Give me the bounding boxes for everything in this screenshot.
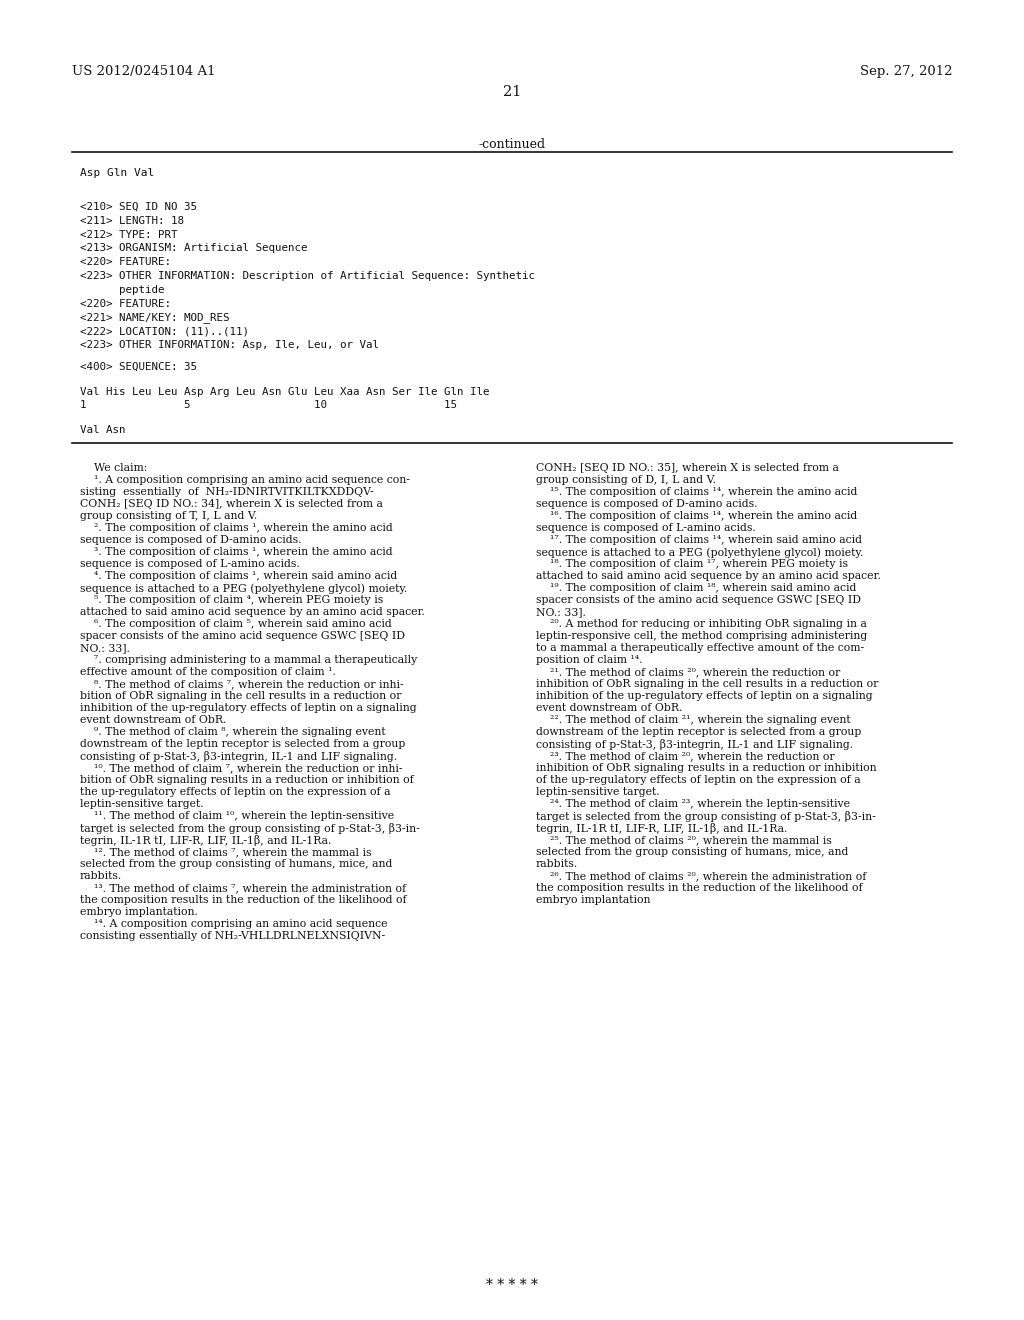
Text: sisting  essentially  of  NH₂-IDNIRTVITKILTKXDDQV-: sisting essentially of NH₂-IDNIRTVITKILT… [80,487,374,498]
Text: ¹⁷. The composition of claims ¹⁴, wherein said amino acid: ¹⁷. The composition of claims ¹⁴, wherei… [536,535,862,545]
Text: tegrin, IL-1R tI, LIF-R, LIF, IL-1β, and IL-1Ra.: tegrin, IL-1R tI, LIF-R, LIF, IL-1β, and… [80,836,332,846]
Text: to a mammal a therapeutically effective amount of the com-: to a mammal a therapeutically effective … [536,643,864,653]
Text: rabbits.: rabbits. [80,871,122,882]
Text: ¹⁰. The method of claim ⁷, wherein the reduction or inhi-: ¹⁰. The method of claim ⁷, wherein the r… [80,763,402,774]
Text: group consisting of T, I, L and V.: group consisting of T, I, L and V. [80,511,257,521]
Text: NO.: 33].: NO.: 33]. [536,607,586,618]
Text: sequence is attached to a PEG (polyethylene glycol) moiety.: sequence is attached to a PEG (polyethyl… [536,548,863,558]
Text: <213> ORGANISM: Artificial Sequence: <213> ORGANISM: Artificial Sequence [80,243,307,253]
Text: embryo implantation: embryo implantation [536,895,650,906]
Text: inhibition of ObR signaling in the cell results in a reduction or: inhibition of ObR signaling in the cell … [536,680,879,689]
Text: Sep. 27, 2012: Sep. 27, 2012 [859,65,952,78]
Text: selected from the group consisting of humans, mice, and: selected from the group consisting of hu… [80,859,392,870]
Text: consisting of p-Stat-3, β3-integrin, IL-1 and LIF signaling.: consisting of p-Stat-3, β3-integrin, IL-… [536,739,853,750]
Text: the composition results in the reduction of the likelihood of: the composition results in the reduction… [536,883,862,894]
Text: spacer consists of the amino acid sequence GSWC [SEQ ID: spacer consists of the amino acid sequen… [80,631,406,642]
Text: Val Asn: Val Asn [80,425,126,436]
Text: Val His Leu Leu Asp Arg Leu Asn Glu Leu Xaa Asn Ser Ile Gln Ile: Val His Leu Leu Asp Arg Leu Asn Glu Leu … [80,387,489,396]
Text: event downstream of ObR.: event downstream of ObR. [80,715,226,725]
Text: peptide: peptide [80,285,165,294]
Text: leptin-sensitive target.: leptin-sensitive target. [536,787,659,797]
Text: ¹³. The method of claims ⁷, wherein the administration of: ¹³. The method of claims ⁷, wherein the … [80,883,407,894]
Text: ⁶. The composition of claim ⁵, wherein said amino acid: ⁶. The composition of claim ⁵, wherein s… [80,619,392,630]
Text: ⁷. comprising administering to a mammal a therapeutically: ⁷. comprising administering to a mammal … [80,655,417,665]
Text: bition of ObR signaling results in a reduction or inhibition of: bition of ObR signaling results in a red… [80,775,414,785]
Text: embryo implantation.: embryo implantation. [80,907,198,917]
Text: <212> TYPE: PRT: <212> TYPE: PRT [80,230,177,240]
Text: attached to said amino acid sequence by an amino acid spacer.: attached to said amino acid sequence by … [536,572,881,581]
Text: ¹⁹. The composition of claim ¹⁸, wherein said amino acid: ¹⁹. The composition of claim ¹⁸, wherein… [536,583,856,593]
Text: ⁹. The method of claim ⁸, wherein the signaling event: ⁹. The method of claim ⁸, wherein the si… [80,727,386,737]
Text: CONH₂ [SEQ ID NO.: 34], wherein X is selected from a: CONH₂ [SEQ ID NO.: 34], wherein X is sel… [80,499,383,510]
Text: the composition results in the reduction of the likelihood of: the composition results in the reduction… [80,895,407,906]
Text: -continued: -continued [478,139,546,150]
Text: ²⁶. The method of claims ²⁰, wherein the administration of: ²⁶. The method of claims ²⁰, wherein the… [536,871,866,882]
Text: We claim:: We claim: [80,463,147,474]
Text: ⁴. The composition of claims ¹, wherein said amino acid: ⁴. The composition of claims ¹, wherein … [80,572,397,581]
Text: sequence is attached to a PEG (polyethylene glycol) moiety.: sequence is attached to a PEG (polyethyl… [80,583,408,594]
Text: leptin-sensitive target.: leptin-sensitive target. [80,799,204,809]
Text: of the up-regulatory effects of leptin on the expression of a: of the up-regulatory effects of leptin o… [536,775,860,785]
Text: sequence is composed of L-amino acids.: sequence is composed of L-amino acids. [80,560,300,569]
Text: 1               5                   10                  15: 1 5 10 15 [80,400,457,411]
Text: ²⁴. The method of claim ²³, wherein the leptin-sensitive: ²⁴. The method of claim ²³, wherein the … [536,799,850,809]
Text: event downstream of ObR.: event downstream of ObR. [536,704,682,713]
Text: <223> OTHER INFORMATION: Description of Artificial Sequence: Synthetic: <223> OTHER INFORMATION: Description of … [80,271,535,281]
Text: <223> OTHER INFORMATION: Asp, Ile, Leu, or Val: <223> OTHER INFORMATION: Asp, Ile, Leu, … [80,341,379,350]
Text: <221> NAME/KEY: MOD_RES: <221> NAME/KEY: MOD_RES [80,313,229,323]
Text: ¹¹. The method of claim ¹⁰, wherein the leptin-sensitive: ¹¹. The method of claim ¹⁰, wherein the … [80,812,394,821]
Text: * * * * *: * * * * * [486,1278,538,1292]
Text: consisting of p-Stat-3, β3-integrin, IL-1 and LIF signaling.: consisting of p-Stat-3, β3-integrin, IL-… [80,751,397,762]
Text: rabbits.: rabbits. [536,859,579,870]
Text: ²¹. The method of claims ²⁰, wherein the reduction or: ²¹. The method of claims ²⁰, wherein the… [536,667,841,677]
Text: consisting essentially of NH₂-VHLLDRLNELXNSIQIVN-: consisting essentially of NH₂-VHLLDRLNEL… [80,931,385,941]
Text: ²². The method of claim ²¹, wherein the signaling event: ²². The method of claim ²¹, wherein the … [536,715,851,725]
Text: target is selected from the group consisting of p-Stat-3, β3-in-: target is selected from the group consis… [80,824,420,834]
Text: <220> FEATURE:: <220> FEATURE: [80,298,171,309]
Text: ³. The composition of claims ¹, wherein the amino acid: ³. The composition of claims ¹, wherein … [80,548,392,557]
Text: ²⁰. A method for reducing or inhibiting ObR signaling in a: ²⁰. A method for reducing or inhibiting … [536,619,867,630]
Text: Asp Gln Val: Asp Gln Val [80,168,155,178]
Text: ²⁵. The method of claims ²⁰, wherein the mammal is: ²⁵. The method of claims ²⁰, wherein the… [536,836,831,845]
Text: ¹⁸. The composition of claim ¹⁷, wherein PEG moiety is: ¹⁸. The composition of claim ¹⁷, wherein… [536,560,848,569]
Text: ¹⁶. The composition of claims ¹⁴, wherein the amino acid: ¹⁶. The composition of claims ¹⁴, wherei… [536,511,857,521]
Text: inhibition of the up-regulatory effects of leptin on a signaling: inhibition of the up-regulatory effects … [80,704,417,713]
Text: downstream of the leptin receptor is selected from a group: downstream of the leptin receptor is sel… [80,739,406,750]
Text: ². The composition of claims ¹, wherein the amino acid: ². The composition of claims ¹, wherein … [80,523,393,533]
Text: <211> LENGTH: 18: <211> LENGTH: 18 [80,215,184,226]
Text: inhibition of ObR signaling results in a reduction or inhibition: inhibition of ObR signaling results in a… [536,763,877,774]
Text: <222> LOCATION: (11)..(11): <222> LOCATION: (11)..(11) [80,326,249,337]
Text: leptin-responsive cell, the method comprising administering: leptin-responsive cell, the method compr… [536,631,867,642]
Text: <210> SEQ ID NO 35: <210> SEQ ID NO 35 [80,202,197,213]
Text: selected from the group consisting of humans, mice, and: selected from the group consisting of hu… [536,847,848,857]
Text: <220> FEATURE:: <220> FEATURE: [80,257,171,267]
Text: tegrin, IL-1R tI, LIF-R, LIF, IL-1β, and IL-1Ra.: tegrin, IL-1R tI, LIF-R, LIF, IL-1β, and… [536,824,787,834]
Text: ²³. The method of claim ²⁰, wherein the reduction or: ²³. The method of claim ²⁰, wherein the … [536,751,835,762]
Text: position of claim ¹⁴.: position of claim ¹⁴. [536,655,642,665]
Text: 21: 21 [503,84,521,99]
Text: ¹⁵. The composition of claims ¹⁴, wherein the amino acid: ¹⁵. The composition of claims ¹⁴, wherei… [536,487,857,498]
Text: ¹. A composition comprising an amino acid sequence con-: ¹. A composition comprising an amino aci… [80,475,410,486]
Text: sequence is composed of D-amino acids.: sequence is composed of D-amino acids. [80,535,301,545]
Text: target is selected from the group consisting of p-Stat-3, β3-in-: target is selected from the group consis… [536,812,876,822]
Text: ¹². The method of claims ⁷, wherein the mammal is: ¹². The method of claims ⁷, wherein the … [80,847,372,857]
Text: the up-regulatory effects of leptin on the expression of a: the up-regulatory effects of leptin on t… [80,787,390,797]
Text: bition of ObR signaling in the cell results in a reduction or: bition of ObR signaling in the cell resu… [80,692,401,701]
Text: effective amount of the composition of claim ¹.: effective amount of the composition of c… [80,667,336,677]
Text: ⁵. The composition of claim ⁴, wherein PEG moiety is: ⁵. The composition of claim ⁴, wherein P… [80,595,383,605]
Text: CONH₂ [SEQ ID NO.: 35], wherein X is selected from a: CONH₂ [SEQ ID NO.: 35], wherein X is sel… [536,463,839,474]
Text: group consisting of D, I, L and V.: group consisting of D, I, L and V. [536,475,716,486]
Text: downstream of the leptin receptor is selected from a group: downstream of the leptin receptor is sel… [536,727,861,737]
Text: NO.: 33].: NO.: 33]. [80,643,130,653]
Text: ⁸. The method of claims ⁷, wherein the reduction or inhi-: ⁸. The method of claims ⁷, wherein the r… [80,680,403,689]
Text: sequence is composed of D-amino acids.: sequence is composed of D-amino acids. [536,499,758,510]
Text: ¹⁴. A composition comprising an amino acid sequence: ¹⁴. A composition comprising an amino ac… [80,919,387,929]
Text: <400> SEQUENCE: 35: <400> SEQUENCE: 35 [80,362,197,372]
Text: sequence is composed of L-amino acids.: sequence is composed of L-amino acids. [536,523,756,533]
Text: inhibition of the up-regulatory effects of leptin on a signaling: inhibition of the up-regulatory effects … [536,692,872,701]
Text: spacer consists of the amino acid sequence GSWC [SEQ ID: spacer consists of the amino acid sequen… [536,595,861,605]
Text: US 2012/0245104 A1: US 2012/0245104 A1 [72,65,215,78]
Text: attached to said amino acid sequence by an amino acid spacer.: attached to said amino acid sequence by … [80,607,425,618]
